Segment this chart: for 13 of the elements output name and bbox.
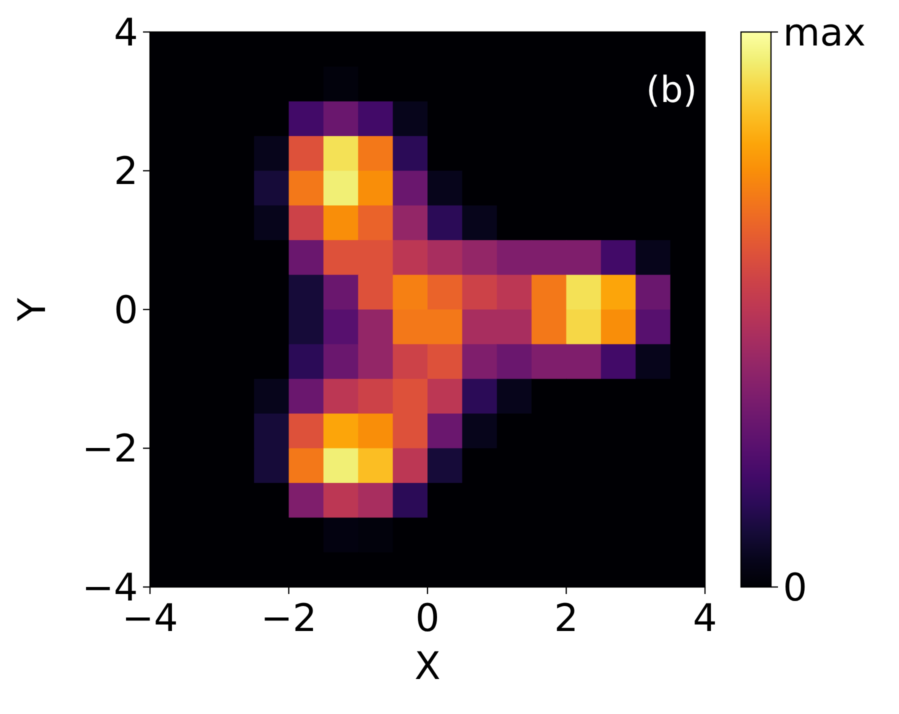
x-tick-label: 0 xyxy=(415,596,440,640)
y-tick-label: 4 xyxy=(114,10,138,54)
y-axis-title: Y xyxy=(10,297,54,322)
x-tick-label: 2 xyxy=(554,596,578,640)
y-tick-label: 0 xyxy=(114,288,138,332)
annotation: (b) xyxy=(646,70,697,111)
x-axis-title: X xyxy=(414,644,441,688)
y-tick-label: −2 xyxy=(82,426,138,471)
y-tick-label: 2 xyxy=(114,149,138,194)
color-bar-label: 0 xyxy=(783,565,808,610)
x-tick-label: −2 xyxy=(260,596,317,640)
x-tick-label: 4 xyxy=(692,596,718,640)
color-bar-label: max xyxy=(783,10,866,54)
